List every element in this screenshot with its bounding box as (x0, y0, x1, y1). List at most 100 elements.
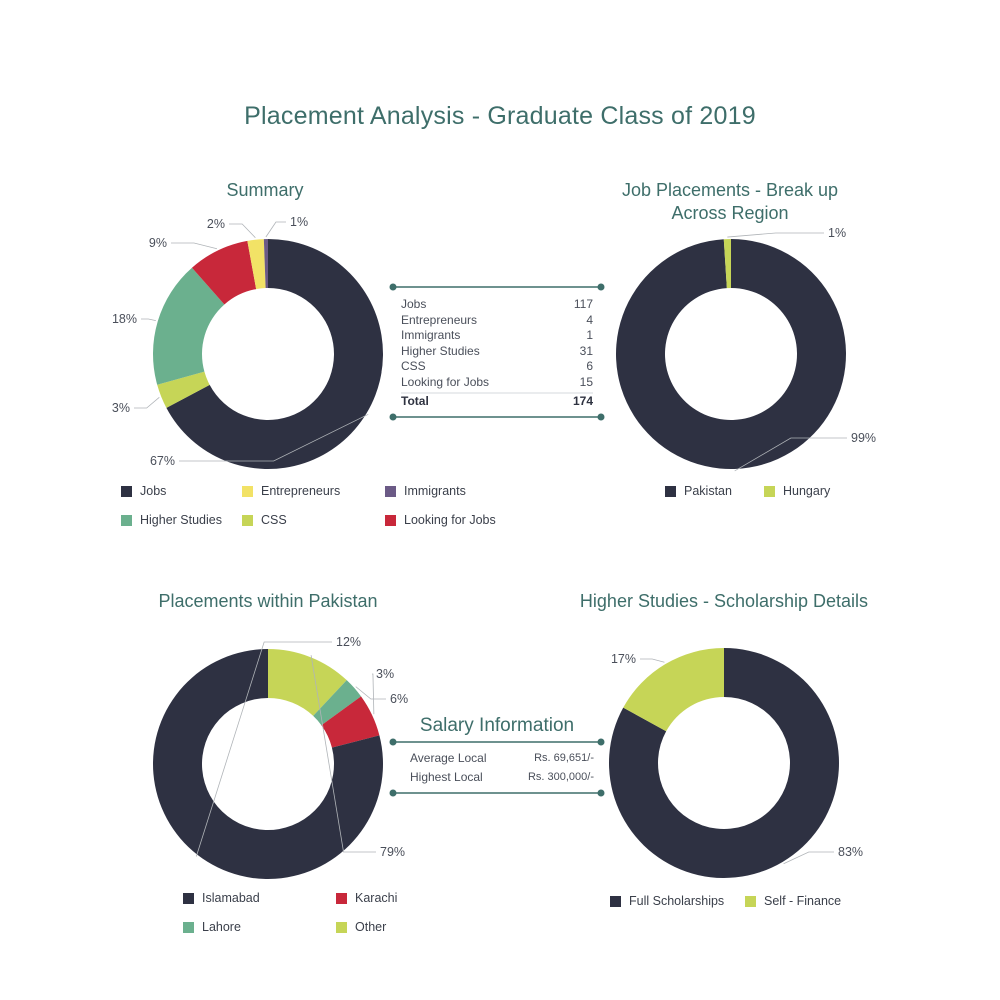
legend-swatch (745, 895, 756, 907)
salary-table: Average Local Rs. 69,651/- Highest Local R… (410, 749, 594, 787)
percent-label: 1% (290, 215, 308, 229)
leader-line (355, 686, 386, 700)
legend-lahore: Lahore (183, 920, 241, 934)
row-value: 31 (579, 343, 593, 358)
legend-swatch (121, 485, 132, 497)
legend-label: Jobs (140, 484, 167, 498)
table-row: Jobs 117 (401, 297, 593, 313)
legend-entrepreneurs: Entrepreneurs (242, 484, 340, 498)
leader-line (229, 223, 256, 238)
row-label: CSS (401, 359, 426, 373)
row-value: 117 (573, 297, 593, 311)
slice-self-finance (623, 648, 724, 732)
legend-swatch (610, 895, 621, 907)
percent-label: 12% (336, 635, 361, 649)
legend-pakistan: Pakistan (665, 484, 732, 498)
summary-chart-title: Summary (226, 180, 304, 200)
percent-label: 79% (380, 845, 405, 859)
percent-label: 3% (376, 667, 394, 681)
leader-line (141, 318, 156, 322)
legend-full-scholarships: Full Scholarships (610, 894, 724, 908)
legend-label: Hungary (783, 484, 831, 498)
legend-swatch (121, 514, 132, 526)
percent-label: 2% (207, 217, 225, 231)
legend-swatch (183, 921, 194, 933)
percent-label: 3% (112, 401, 130, 415)
leader-line (640, 658, 665, 663)
row-value: Rs. 69,651/- (534, 752, 594, 764)
pakistan-chart-title: Placements within Pakistan (158, 591, 378, 611)
row-value: 15 (579, 374, 593, 389)
percent-label: 1% (828, 226, 846, 240)
row-label: Looking for Jobs (401, 374, 490, 389)
row-value: 4 (586, 312, 593, 327)
legend-label: Self - Finance (764, 894, 842, 908)
legend-swatch (764, 485, 775, 497)
percent-label: 6% (390, 692, 408, 706)
slice-islamabad (152, 648, 383, 879)
row-label: Average Local (410, 751, 487, 765)
legend-css: CSS (242, 513, 287, 527)
legend-swatch (183, 892, 194, 904)
salary-title: Salary Information (419, 715, 575, 736)
leader-line (195, 641, 332, 857)
leader-line (265, 221, 286, 238)
job-placements-chart-title: Job Placements - Break up Across Region (590, 179, 870, 225)
percent-label: 67% (150, 454, 175, 468)
row-value: 6 (586, 359, 593, 373)
slice-lahore (313, 680, 362, 726)
legend-label: Islamabad (202, 891, 260, 905)
scholarship-chart-title: Higher Studies - Scholarship Details (579, 591, 869, 611)
table-row: Highest Local Rs. 300,000/- (410, 768, 594, 787)
legend-swatch (385, 485, 396, 497)
total-label: Total (401, 394, 429, 408)
table-row: Higher Studies 31 (401, 344, 593, 360)
row-value: 1 (586, 328, 593, 342)
legend-label: Other (355, 920, 387, 934)
slice-immigrants (263, 239, 268, 289)
row-label: Higher Studies (401, 343, 480, 358)
legend-swatch (336, 892, 347, 904)
legend-swatch (242, 485, 253, 497)
leader-line (179, 413, 369, 462)
legend-label: Karachi (355, 891, 398, 905)
legend-swatch (665, 485, 676, 497)
slice-other (268, 649, 347, 716)
legend-higher-studies: Higher Studies (121, 513, 222, 527)
row-label: Entrepreneurs (401, 312, 478, 327)
table-total-row: Total 174 (401, 394, 593, 410)
row-label: Highest Local (410, 770, 483, 784)
legend-label: CSS (261, 513, 287, 527)
table-row: Immigrants 1 (401, 328, 593, 344)
legend-swatch (242, 514, 253, 526)
legend-islamabad: Islamabad (183, 891, 260, 905)
slice-pakistan (616, 239, 847, 469)
legend-swatch (385, 514, 396, 526)
job-placements-title-text: Job Placements - Break up Across Region (621, 180, 839, 223)
table-row: CSS 6 (401, 359, 593, 375)
slice-looking-for-jobs (191, 240, 257, 305)
leader-line (783, 851, 834, 865)
slice-full-scholarships (608, 648, 839, 878)
row-label: Immigrants (401, 328, 461, 342)
slice-karachi (321, 696, 380, 748)
slice-higher-studies (153, 267, 225, 385)
legend-label: Higher Studies (140, 513, 222, 527)
legend-self-finance: Self - Finance (745, 894, 841, 908)
summary-table: Jobs 117 Entrepreneurs 4 Immigrants 1 Highe… (401, 297, 593, 410)
leader-line (372, 673, 375, 715)
legend-swatch (336, 921, 347, 933)
legend-immigrants: Immigrants (385, 484, 466, 498)
percent-label: 17% (611, 652, 636, 666)
table-row: Entrepreneurs 4 (401, 313, 593, 329)
slice-entrepreneurs (247, 239, 266, 290)
slice-jobs (166, 239, 383, 469)
legend-label: Looking for Jobs (404, 513, 496, 527)
leader-line (727, 232, 824, 238)
percent-label: 9% (149, 236, 167, 250)
legend-hungary: Hungary (764, 484, 830, 498)
percent-label: 99% (851, 431, 876, 445)
leader-line (171, 242, 218, 250)
